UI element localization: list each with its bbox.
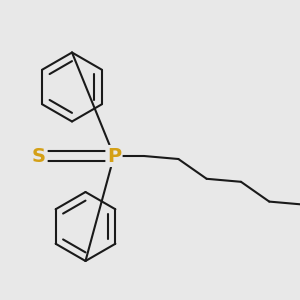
Text: S: S — [32, 146, 46, 166]
Text: P: P — [107, 146, 121, 166]
